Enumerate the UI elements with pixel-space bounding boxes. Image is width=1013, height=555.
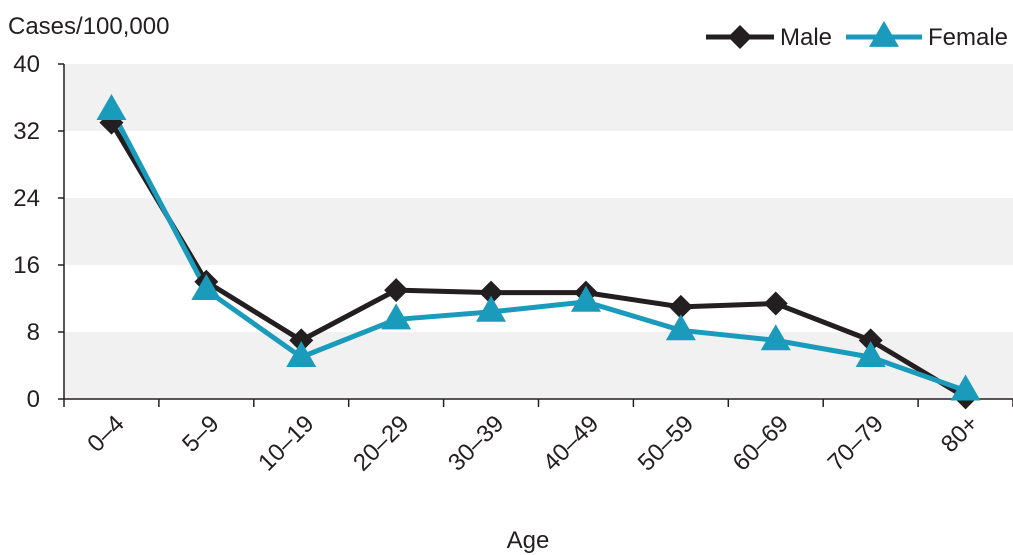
y-tick-label: 40 bbox=[13, 51, 40, 78]
legend-triangle-marker bbox=[869, 20, 899, 47]
female-point bbox=[381, 303, 412, 330]
axes bbox=[58, 63, 1013, 407]
male-point bbox=[384, 278, 409, 303]
x-tick-label: 0–4 bbox=[82, 410, 129, 457]
legend-diamond-marker bbox=[728, 25, 752, 49]
x-tick-label: 70–79 bbox=[823, 410, 889, 476]
grid-band bbox=[64, 198, 1013, 265]
female-point bbox=[760, 324, 791, 351]
female-point bbox=[665, 314, 696, 341]
x-tick-label: 80+ bbox=[936, 410, 984, 458]
male-point bbox=[289, 328, 314, 353]
x-tick-label: 40–49 bbox=[538, 410, 604, 476]
y-tick-label: 16 bbox=[13, 252, 40, 279]
male-point bbox=[763, 291, 788, 316]
female-point bbox=[96, 93, 127, 120]
y-axis-label: Cases/100,000 bbox=[8, 13, 169, 40]
y-tick-label: 0 bbox=[27, 386, 40, 413]
x-tick-label: 5–9 bbox=[177, 410, 224, 457]
series-group bbox=[96, 93, 981, 410]
y-tick-label: 32 bbox=[13, 118, 40, 145]
y-tick-label: 24 bbox=[13, 185, 40, 212]
x-tick-label: 10–19 bbox=[253, 410, 319, 476]
grid-band bbox=[64, 64, 1013, 131]
x-tick-label: 60–69 bbox=[728, 410, 794, 476]
y-tick-label: 8 bbox=[27, 319, 40, 346]
female-point bbox=[950, 374, 981, 401]
female-point bbox=[191, 274, 222, 301]
grid-band bbox=[64, 332, 1013, 399]
x-tick-labels: 0–4 5–9 10–19 20–29 30–39 40–49 50–59 60–69 70–7… bbox=[82, 410, 984, 476]
male-point bbox=[858, 328, 883, 353]
x-tick-label: 50–59 bbox=[633, 410, 699, 476]
series-line-female bbox=[109, 108, 967, 393]
x-axis-label: Age bbox=[507, 527, 550, 554]
x-tick-label: 30–39 bbox=[443, 410, 509, 476]
female-point bbox=[570, 285, 601, 312]
legend-label-female: Female bbox=[928, 24, 1008, 51]
grid-bands bbox=[64, 64, 1013, 399]
male-point bbox=[668, 294, 693, 319]
female-point bbox=[855, 341, 886, 368]
female-point bbox=[286, 341, 317, 368]
y-tick-labels: 0 8 16 24 32 40 bbox=[13, 51, 40, 413]
series-line-male bbox=[109, 121, 967, 400]
legend: Male Female bbox=[706, 20, 1008, 51]
x-tick-label: 20–29 bbox=[348, 410, 414, 476]
female-point bbox=[476, 295, 507, 322]
legend-label-male: Male bbox=[780, 24, 832, 51]
male-point bbox=[479, 280, 504, 305]
